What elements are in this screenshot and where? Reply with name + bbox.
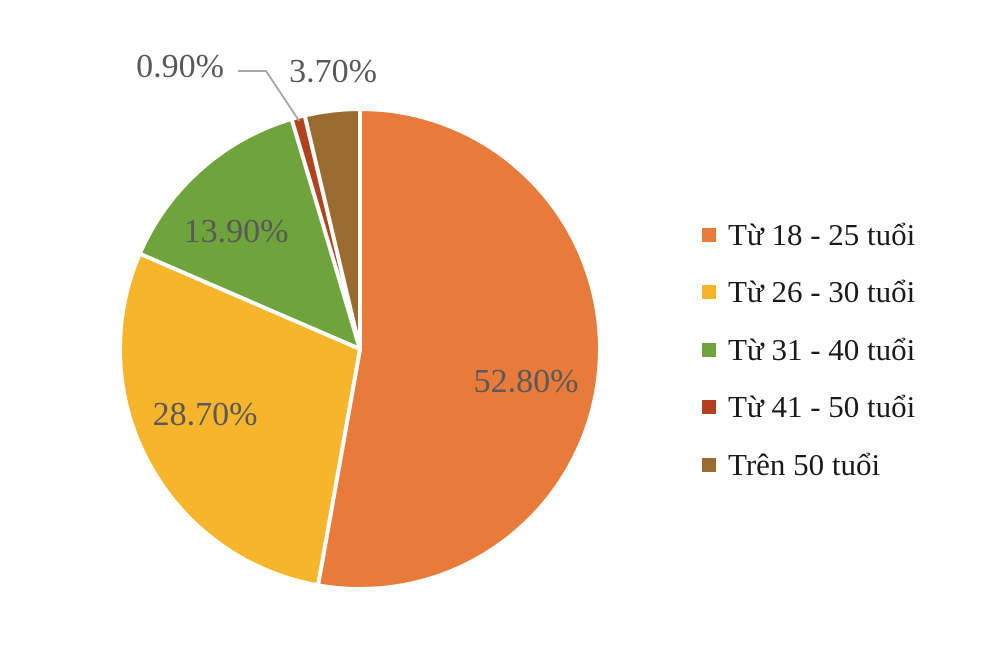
legend-label: Từ 18 - 25 tuổi <box>728 216 916 252</box>
legend-swatch <box>702 285 716 300</box>
legend: Từ 18 - 25 tuổi Từ 26 - 30 tuổi Từ 31 - 40… <box>702 206 915 494</box>
pie-slice <box>302 107 362 351</box>
slice-value-label: 0.90% <box>136 48 224 85</box>
legend-label: Từ 31 - 40 tuổi <box>728 331 916 367</box>
legend-label: Trên 50 tuổi <box>728 446 881 482</box>
legend-swatch <box>702 227 716 242</box>
leader-line <box>238 70 301 122</box>
pie-slice <box>315 107 602 591</box>
slice-value-label: 3.70% <box>289 53 377 90</box>
pie-slice <box>137 116 362 351</box>
slice-value-label: 52.80% <box>474 363 579 400</box>
legend-item: Trên 50 tuổi <box>702 436 915 494</box>
legend-item: Từ 18 - 25 tuổi <box>702 206 915 264</box>
legend-item: Từ 26 - 30 tuổi <box>702 264 915 322</box>
legend-item: Từ 41 - 50 tuổi <box>702 379 915 437</box>
legend-swatch <box>702 342 716 357</box>
legend-label: Từ 41 - 50 tuổi <box>728 389 916 425</box>
pie-slice <box>118 251 362 588</box>
legend-swatch <box>702 400 716 415</box>
slice-value-label: 28.70% <box>153 396 258 433</box>
legend-item: Từ 31 - 40 tuổi <box>702 321 915 379</box>
legend-label: Từ 26 - 30 tuổi <box>728 274 916 310</box>
legend-swatch <box>702 457 716 472</box>
slice-value-label: 13.90% <box>184 213 289 250</box>
